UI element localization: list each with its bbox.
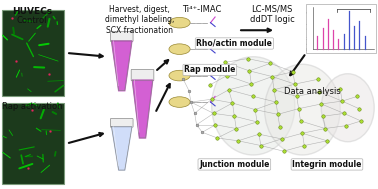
- FancyBboxPatch shape: [131, 69, 154, 81]
- Text: Rap activation: Rap activation: [2, 102, 62, 111]
- Text: Ti⁴⁺-IMAC: Ti⁴⁺-IMAC: [183, 5, 222, 14]
- Text: LC-MS/MS
ddDT logic: LC-MS/MS ddDT logic: [250, 5, 294, 24]
- Polygon shape: [112, 127, 132, 170]
- Text: HUVECs: HUVECs: [12, 7, 52, 16]
- Text: Harvest, digest,
dimethyl labeling,
SCX fractionation: Harvest, digest, dimethyl labeling, SCX …: [105, 5, 175, 35]
- Text: Rap module: Rap module: [184, 65, 235, 74]
- FancyBboxPatch shape: [2, 103, 64, 184]
- Text: m/z: m/z: [340, 46, 350, 51]
- Polygon shape: [132, 80, 153, 138]
- Ellipse shape: [265, 64, 340, 155]
- Text: Data analysis: Data analysis: [284, 87, 340, 96]
- FancyBboxPatch shape: [306, 4, 376, 53]
- Polygon shape: [112, 41, 132, 91]
- FancyBboxPatch shape: [110, 119, 133, 127]
- Circle shape: [169, 44, 190, 54]
- Text: Rho/actin module: Rho/actin module: [197, 39, 272, 48]
- Text: Relative Intensity: Relative Intensity: [307, 7, 312, 50]
- FancyBboxPatch shape: [110, 32, 133, 42]
- Text: Integrin module: Integrin module: [292, 160, 362, 169]
- FancyBboxPatch shape: [2, 10, 64, 96]
- Circle shape: [169, 97, 190, 107]
- Text: Junction module: Junction module: [199, 160, 270, 169]
- Ellipse shape: [212, 57, 295, 155]
- Text: Control: Control: [17, 16, 47, 25]
- Circle shape: [169, 70, 190, 81]
- Circle shape: [169, 17, 190, 28]
- Ellipse shape: [321, 74, 374, 142]
